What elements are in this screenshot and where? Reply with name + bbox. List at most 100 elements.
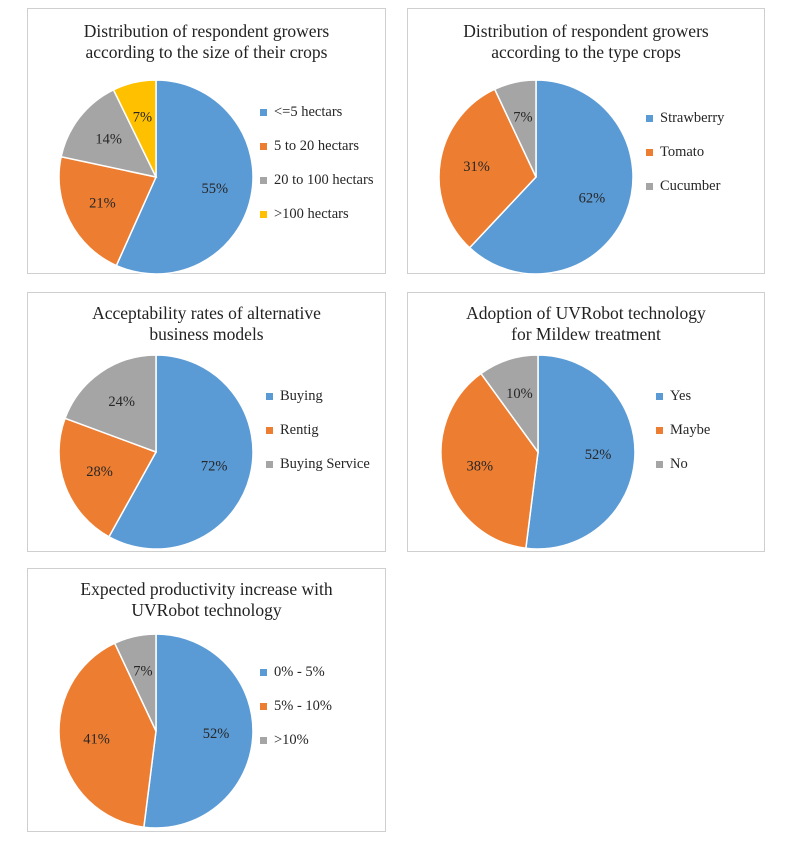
legend-item-maybe: Maybe — [656, 422, 710, 442]
legend-label: No — [670, 456, 688, 472]
legend-swatch — [646, 183, 653, 190]
legend-label: 20 to 100 hectars — [274, 172, 374, 188]
chart-title-line-1: Distribution of respondent growers — [463, 21, 709, 41]
legend-item-100-hectars: >100 hectars — [260, 206, 373, 226]
chart-panel-uvrobot-adoption: Adoption of UVRobot technology for Milde… — [407, 292, 765, 552]
legend-swatch — [656, 393, 663, 400]
legend: Strawberry Tomato Cucumber — [646, 110, 724, 212]
pie-slice-0-5 — [143, 633, 254, 829]
legend-swatch — [260, 737, 267, 744]
chart-title-line-1: Distribution of respondent growers — [83, 21, 330, 41]
pie-slice-maybe — [440, 372, 539, 550]
pie-slice-5-10 — [58, 642, 157, 829]
data-label-0-5: 52% — [203, 726, 230, 742]
chart-panel-crop-type: Distribution of respondent growers accor… — [407, 8, 765, 275]
legend-label: Tomato — [660, 144, 705, 160]
pie-slice-cucumber — [493, 79, 537, 178]
legend: 0% - 5% 5% - 10% >10% — [260, 664, 332, 766]
chart-title: Expected productivity increase with UVRo… — [28, 579, 385, 621]
legend-swatch — [266, 427, 273, 434]
legend-label: 0% - 5% — [274, 664, 325, 680]
legend-label: Cucumber — [660, 178, 721, 194]
legend-label: 5% - 10% — [274, 698, 332, 714]
legend-item-5-10: 5% - 10% — [260, 698, 332, 718]
legend-item-10: >10% — [260, 732, 332, 752]
legend-item-20-to-100-hectars: 20 to 100 hectars — [260, 172, 373, 192]
legend: <=5 hectars 5 to 20 hectars 20 to 100 hect… — [260, 104, 373, 240]
data-label-5-to-20-hectars: 21% — [89, 196, 116, 212]
legend-swatch — [266, 461, 273, 468]
legend-item-rentig: Rentig — [266, 422, 370, 442]
legend-swatch — [260, 143, 267, 150]
chart-panel-productivity-increase: Expected productivity increase with UVRo… — [27, 568, 386, 832]
legend: Buying Rentig Buying Service — [266, 388, 370, 490]
data-label-20-to-100-hectars: 14% — [95, 131, 122, 147]
chart-title: Distribution of respondent growers accor… — [28, 21, 385, 63]
legend-item-buying: Buying — [266, 388, 370, 408]
legend: Yes Maybe No — [656, 388, 710, 490]
pie-slice-tomato — [438, 88, 537, 249]
legend-item-buying-service: Buying Service — [266, 456, 370, 476]
pie-slice-yes — [525, 354, 636, 550]
legend-swatch — [656, 427, 663, 434]
chart-title-line-2: according to the size of their crops — [85, 42, 328, 62]
legend-swatch — [260, 669, 267, 676]
legend-swatch — [646, 115, 653, 122]
chart-title-line-2: business models — [149, 324, 264, 344]
legend-swatch — [646, 149, 653, 156]
data-label-strawberry: 62% — [579, 190, 606, 206]
legend-item-0-5: 0% - 5% — [260, 664, 332, 684]
pie-slice-buying — [107, 354, 254, 550]
pie-chart: 72% 28% 24% — [58, 354, 254, 550]
pie-chart: 62% 31% 7% — [438, 79, 634, 275]
chart-title-line-1: Acceptability rates of alternative — [92, 303, 321, 323]
chart-title-line-1: Expected productivity increase with — [80, 579, 333, 599]
pie-slice-100-hectars — [112, 79, 157, 178]
legend-item-yes: Yes — [656, 388, 710, 408]
legend-label: >10% — [274, 732, 309, 748]
legend-swatch — [656, 461, 663, 468]
legend-label: 5 to 20 hectars — [274, 138, 359, 154]
legend-swatch — [260, 211, 267, 218]
chart-panel-crop-size: Distribution of respondent growers accor… — [27, 8, 386, 275]
legend-item-strawberry: Strawberry — [646, 110, 724, 130]
pie-slice-buying-service — [64, 354, 157, 454]
legend-swatch — [260, 703, 267, 710]
pie-slice-no — [479, 354, 539, 455]
legend-item-cucumber: Cucumber — [646, 178, 724, 198]
legend-swatch — [260, 177, 267, 184]
pie-slice-5-to-20-hectars — [58, 155, 158, 267]
data-label-5-hectars: 55% — [202, 181, 229, 197]
data-label-tomato: 31% — [463, 159, 490, 175]
data-label-no: 10% — [506, 386, 533, 402]
pie-slice-10 — [113, 633, 157, 732]
legend-swatch — [266, 393, 273, 400]
legend-label: Yes — [670, 388, 692, 404]
pie-slice-5-hectars — [115, 79, 254, 275]
pie-slice-rentig — [58, 417, 158, 538]
legend-label: Maybe — [670, 422, 711, 438]
chart-title: Acceptability rates of alternative busin… — [28, 303, 385, 345]
pie-slice-strawberry — [468, 79, 634, 275]
data-label-yes: 52% — [585, 447, 612, 463]
chart-title: Adoption of UVRobot technology for Milde… — [408, 303, 764, 345]
legend-label: Buying — [280, 388, 323, 404]
legend-label: Buying Service — [280, 456, 370, 472]
pie-chart: 52% 38% 10% — [440, 354, 636, 550]
legend-swatch — [260, 109, 267, 116]
legend-label: >100 hectars — [274, 206, 349, 222]
legend-label: <=5 hectars — [274, 104, 343, 120]
data-label-100-hectars: 7% — [133, 110, 152, 126]
chart-panel-business-models: Acceptability rates of alternative busin… — [27, 292, 386, 552]
legend-label: Strawberry — [660, 110, 725, 126]
pie-chart: 52% 41% 7% — [58, 633, 254, 829]
legend-item-no: No — [656, 456, 710, 476]
pie-slice-20-to-100-hectars — [60, 88, 158, 179]
chart-title-line-2: for Mildew treatment — [511, 324, 661, 344]
legend-item-5-to-20-hectars: 5 to 20 hectars — [260, 138, 373, 158]
data-label-rentig: 28% — [86, 464, 113, 480]
chart-title-line-2: according to the type crops — [491, 42, 681, 62]
data-label-buying: 72% — [201, 458, 228, 474]
chart-title-line-1: Adoption of UVRobot technology — [466, 303, 706, 323]
data-label-buying-service: 24% — [108, 394, 135, 410]
